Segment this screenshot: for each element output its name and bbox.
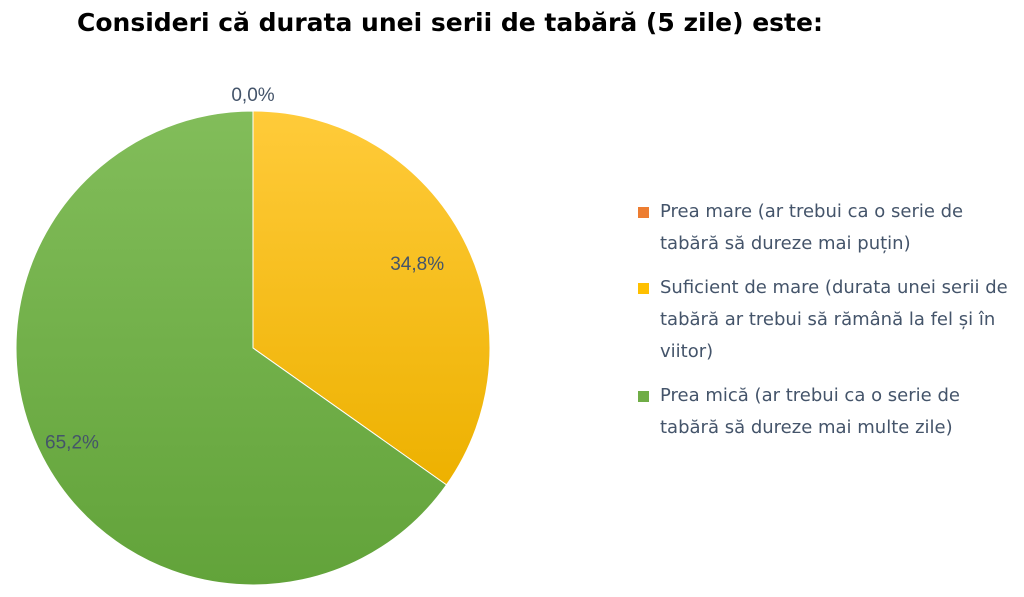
legend-item-prea-mica: Prea mică (ar trebui ca o serie de tabăr…: [638, 380, 1008, 444]
data-label-prea-mica: 65,2%: [45, 433, 99, 454]
legend-label-prea-mica: Prea mică (ar trebui ca o serie de tabăr…: [660, 385, 960, 438]
chart-title: Consideri că durata unei serii de tabără…: [77, 8, 823, 37]
legend-label-suficient-de-mare: Suficient de mare (durata unei serii de …: [660, 277, 1008, 362]
data-label-suficient-de-mare: 34,8%: [390, 254, 444, 275]
pie-slice-prea-mica: [15, 110, 448, 586]
pie-slice-suficient-de-mare: [252, 110, 491, 486]
legend-swatch-prea-mare: [638, 207, 649, 218]
data-label-prea-mare: 0,0%: [231, 85, 274, 106]
legend-swatch-suficient-de-mare: [638, 283, 649, 294]
legend-item-prea-mare: Prea mare (ar trebui ca o serie de tabăr…: [638, 196, 1008, 260]
legend-label-prea-mare: Prea mare (ar trebui ca o serie de tabăr…: [660, 201, 964, 254]
chart-legend: Prea mare (ar trebui ca o serie de tabăr…: [638, 196, 1008, 444]
legend-item-suficient-de-mare: Suficient de mare (durata unei serii de …: [638, 272, 1008, 368]
legend-swatch-prea-mica: [638, 391, 649, 402]
